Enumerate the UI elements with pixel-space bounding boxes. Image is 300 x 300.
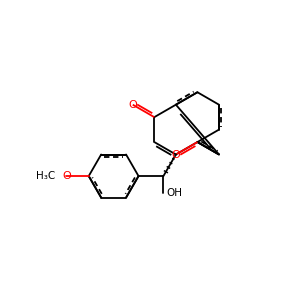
- Text: O: O: [172, 149, 180, 160]
- Text: H₃C: H₃C: [35, 171, 55, 181]
- Text: O: O: [128, 100, 137, 110]
- Text: O: O: [62, 171, 71, 181]
- Text: OH: OH: [167, 188, 182, 199]
